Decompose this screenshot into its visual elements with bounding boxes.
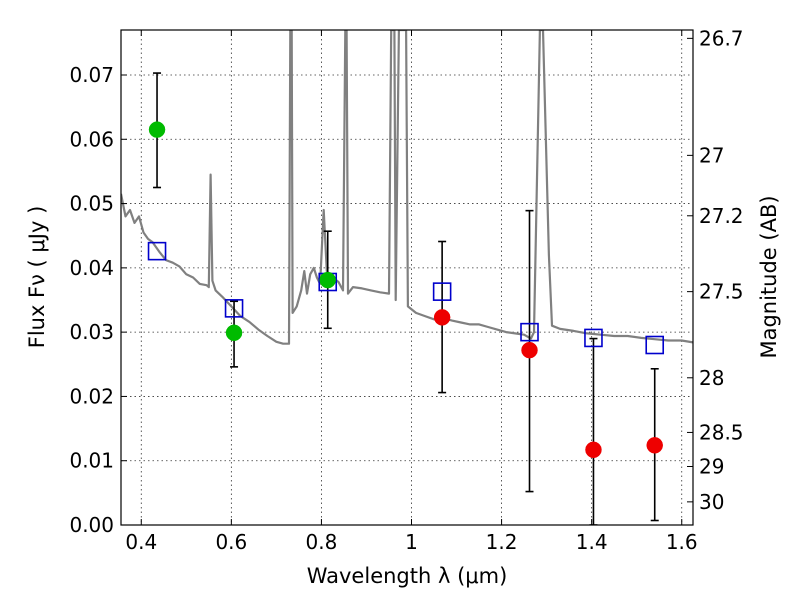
observed-flux-point xyxy=(521,341,538,359)
ticks: 0.4 0.6 0.8 1 1.2 1.4 1.6 0.00 0.01 0.02 0.03 0.04 0… xyxy=(69,26,743,554)
y2-tick-label: 29 xyxy=(699,455,724,479)
x-tick-label: 0.6 xyxy=(215,530,247,554)
y-axis-label: Flux Fν ( μJy ) xyxy=(25,206,49,349)
y2-tick-label: 27 xyxy=(699,143,724,167)
template-spectrum-line xyxy=(121,30,693,345)
y-tick-label: 0.06 xyxy=(69,127,114,151)
series-layer xyxy=(121,30,693,525)
y2-tick-label: 30 xyxy=(699,490,724,514)
y2-tick-label: 27.5 xyxy=(699,280,744,304)
x-tick-label: 0.4 xyxy=(125,530,157,554)
model-flux-marker xyxy=(224,299,244,318)
y2-tick-label: 28.5 xyxy=(699,420,744,444)
plot-frame xyxy=(120,29,694,526)
x-tick-label: 1 xyxy=(405,530,418,554)
model-flux-marker xyxy=(584,328,603,348)
observed-flux-point xyxy=(148,121,166,138)
y-tick-label: 0.00 xyxy=(69,513,114,537)
y2-tick-label: 27.2 xyxy=(699,204,744,228)
x-tick-label: 1.2 xyxy=(486,530,518,554)
y2-tick-label: 28 xyxy=(699,366,724,390)
observed-flux-point xyxy=(646,437,663,454)
y2-axis-label: Magnitude (AB) xyxy=(757,195,781,358)
y-tick-label: 0.02 xyxy=(69,384,114,408)
y-tick-label: 0.07 xyxy=(69,63,114,87)
y-tick-label: 0.03 xyxy=(69,320,114,344)
y-tick-label: 0.01 xyxy=(69,449,114,473)
model-flux-marker xyxy=(520,322,539,342)
x-tick-label: 1.4 xyxy=(576,530,608,554)
x-axis-label: Wavelength λ (μm) xyxy=(307,564,508,588)
grid xyxy=(121,30,693,526)
observed-flux-point xyxy=(319,271,336,289)
y-tick-label: 0.05 xyxy=(69,192,114,216)
model-flux-marker xyxy=(147,241,167,261)
observed-flux-point xyxy=(433,309,451,326)
x-tick-label: 0.8 xyxy=(306,530,338,554)
y2-tick-label: 26.7 xyxy=(699,26,744,50)
model-flux-marker xyxy=(432,282,452,301)
x-tick-label: 1.6 xyxy=(666,530,698,554)
model-flux-marker xyxy=(645,335,665,355)
observed-flux-point xyxy=(225,324,243,342)
observed-flux-point xyxy=(585,441,602,459)
y-tick-label: 0.04 xyxy=(69,256,114,280)
